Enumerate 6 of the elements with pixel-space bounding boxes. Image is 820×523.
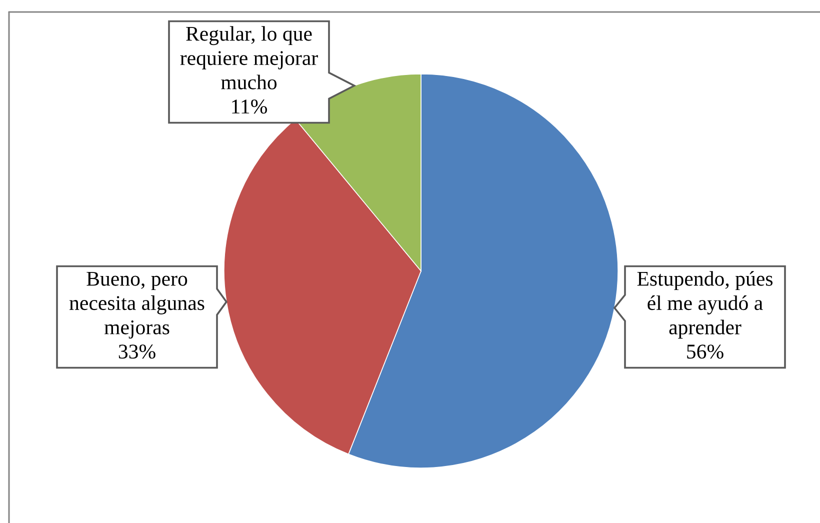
data-label: 11% [232,100,267,114]
data-label: 33% [118,344,156,359]
slice-label: Estupendo, púes él me ayudó a aprender [637,271,773,339]
slice-label: Bueno, pero necesita algunas mejoras [70,272,204,339]
data-label: 56% [687,344,724,359]
slice-label: Regular, lo que requiere mejorar mucho [180,26,318,90]
